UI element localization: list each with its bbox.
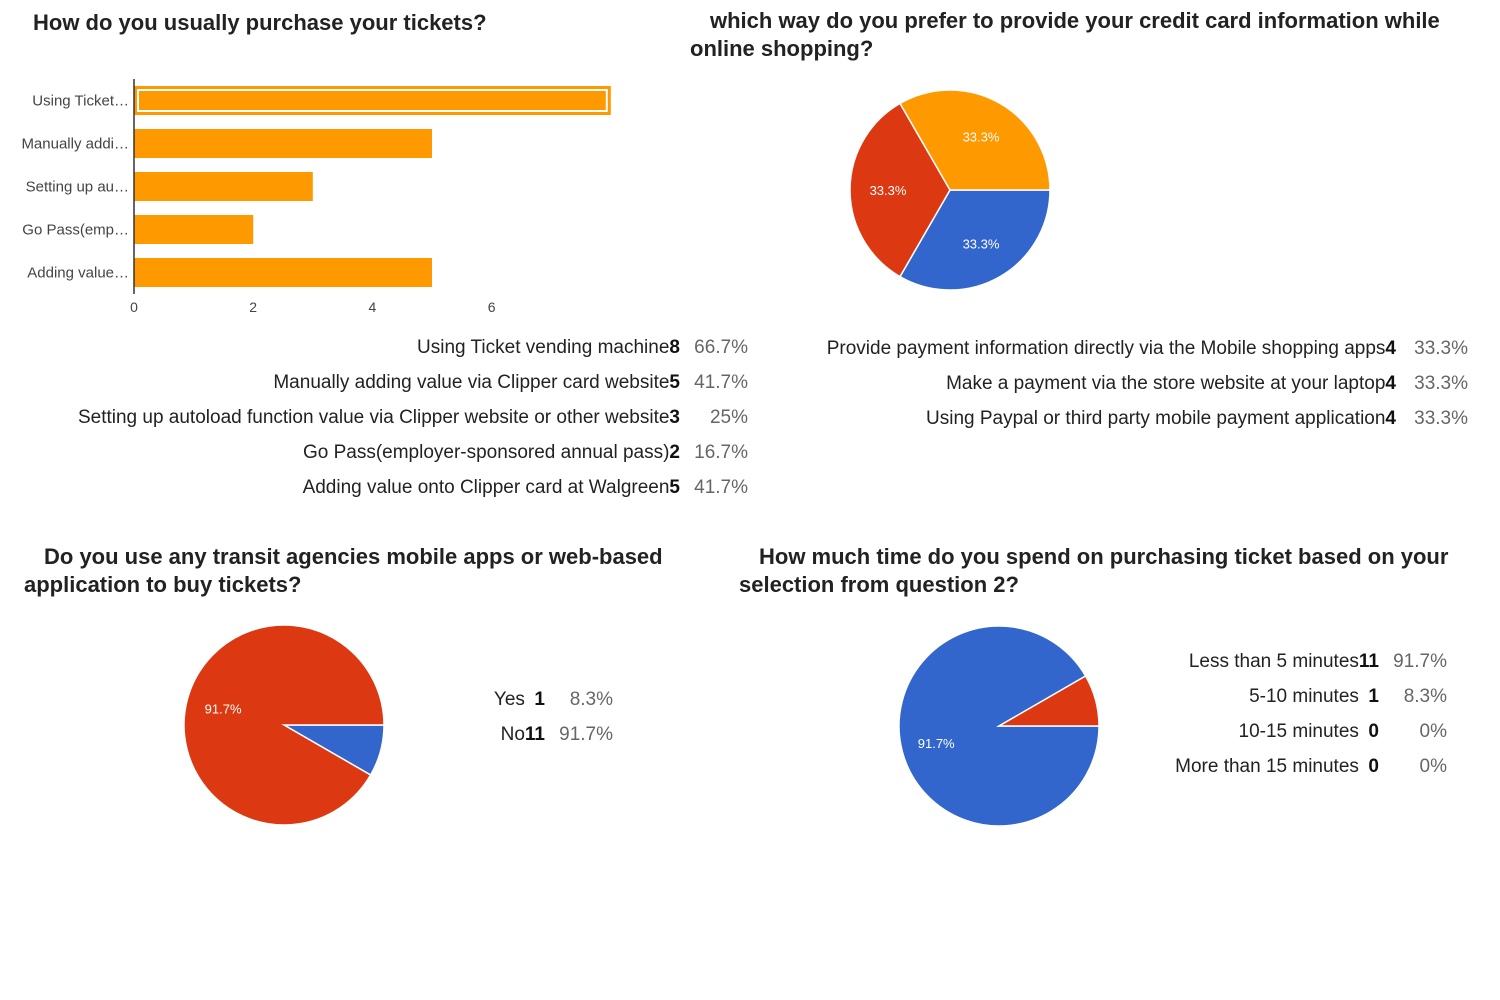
row-percent: 8.3% <box>1403 685 1447 707</box>
category-label: Using Ticket… <box>32 93 129 110</box>
row-label: Provide payment information directly via… <box>826 337 1386 359</box>
q3-title: Do you use any transit agencies mobile a… <box>24 544 663 597</box>
q1-summary-table: Using Ticket vending machine 8 66.7% Man… <box>78 330 748 505</box>
bar-highlight-outline <box>137 89 608 112</box>
row-percent: 91.7% <box>559 723 613 745</box>
table-row: Using Ticket vending machine 8 66.7% <box>78 330 748 365</box>
bar <box>134 172 313 201</box>
q2-title: which way do you prefer to provide your … <box>690 8 1440 61</box>
slice-label: 91.7% <box>918 736 955 751</box>
row-count: 0 <box>1368 755 1379 777</box>
bar <box>134 215 254 244</box>
table-row: 5-10 minutes 1 8.3% <box>1175 679 1447 714</box>
table-row: Adding value onto Clipper card at Walgre… <box>78 470 748 505</box>
pie-slice <box>183 624 385 826</box>
x-tick-label: 4 <box>369 299 377 315</box>
row-count: 8 <box>669 336 680 358</box>
table-row: Setting up autoload function value via C… <box>78 400 748 435</box>
table-row: Make a payment via the store website at … <box>827 366 1468 401</box>
q4-summary-table: Less than 5 minutes 11 91.7% 5-10 minute… <box>1175 644 1447 784</box>
slice-label: 33.3% <box>963 237 1000 252</box>
x-tick-label: 0 <box>130 299 138 315</box>
row-percent: 41.7% <box>694 476 748 498</box>
row-count: 4 <box>1385 407 1396 429</box>
row-label: Adding value onto Clipper card at Walgre… <box>302 476 670 498</box>
row-label: 5-10 minutes <box>1249 685 1359 707</box>
row-count: 0 <box>1368 720 1379 742</box>
row-label: 10-15 minutes <box>1238 720 1359 742</box>
table-row: Using Paypal or third party mobile payme… <box>827 401 1468 436</box>
row-label: Using Paypal or third party mobile payme… <box>926 407 1386 429</box>
table-row: Less than 5 minutes 11 91.7% <box>1175 644 1447 679</box>
table-row: Go Pass(employer-sponsored annual pass) … <box>78 435 748 470</box>
category-label: Manually addi… <box>21 136 129 153</box>
row-percent: 0% <box>1419 755 1447 777</box>
row-percent: 16.7% <box>694 441 748 463</box>
q1-title: How do you usually purchase your tickets… <box>33 10 487 35</box>
row-count: 3 <box>669 406 680 428</box>
row-label: Go Pass(employer-sponsored annual pass) <box>302 441 670 463</box>
category-label: Go Pass(emp… <box>22 222 129 239</box>
pie-slice <box>849 102 951 278</box>
x-tick-label: 6 <box>488 299 496 315</box>
category-label: Adding value… <box>27 265 129 282</box>
q4-title: How much time do you spend on purchasing… <box>739 544 1449 597</box>
pie-slice <box>898 189 1051 291</box>
table-row: More than 15 minutes 0 0% <box>1175 749 1447 784</box>
q3-summary-table: Yes 1 8.3% No 11 91.7% <box>494 682 613 752</box>
row-percent: 33.3% <box>1414 337 1468 359</box>
row-percent: 33.3% <box>1414 372 1468 394</box>
slice-label: 91.7% <box>205 702 242 717</box>
row-count: 2 <box>669 441 680 463</box>
row-count: 1 <box>1368 685 1379 707</box>
row-percent: 41.7% <box>694 371 748 393</box>
row-percent: 91.7% <box>1393 650 1447 672</box>
slice-label: 33.3% <box>963 129 1000 144</box>
row-label: More than 15 minutes <box>1175 755 1359 777</box>
row-count: 11 <box>524 723 545 745</box>
x-tick-label: 2 <box>249 299 257 315</box>
table-row: Manually adding value via Clipper card w… <box>78 365 748 400</box>
table-row: Yes 1 8.3% <box>494 682 613 717</box>
bar <box>134 129 432 158</box>
row-count: 4 <box>1385 337 1396 359</box>
row-label: Manually adding value via Clipper card w… <box>273 371 670 393</box>
table-row: 10-15 minutes 0 0% <box>1175 714 1448 749</box>
row-percent: 0% <box>1419 720 1447 742</box>
row-label: Yes <box>493 688 525 710</box>
row-label: Using Ticket vending machine <box>417 336 670 358</box>
slice-label: 33.3% <box>870 183 907 198</box>
row-label: Setting up autoload function value via C… <box>77 406 670 428</box>
row-count: 5 <box>669 476 680 498</box>
table-row: No 11 91.7% <box>494 717 613 752</box>
q2-summary-table: Provide payment information directly via… <box>827 331 1468 436</box>
row-label: No <box>500 723 525 745</box>
row-count: 4 <box>1385 372 1396 394</box>
pie-slice <box>898 89 1051 191</box>
row-label: Make a payment via the store website at … <box>946 372 1386 394</box>
row-percent: 8.3% <box>569 688 613 710</box>
table-row: Provide payment information directly via… <box>827 331 1468 366</box>
row-label: Less than 5 minutes <box>1188 650 1359 672</box>
row-percent: 25% <box>709 406 748 428</box>
row-percent: 33.3% <box>1414 407 1468 429</box>
bar <box>134 258 432 287</box>
row-count: 5 <box>669 371 680 393</box>
pie-slice <box>996 674 1100 727</box>
row-count: 11 <box>1358 650 1379 672</box>
category-label: Setting up au… <box>26 179 129 196</box>
row-percent: 66.7% <box>694 336 748 358</box>
row-count: 1 <box>534 688 545 710</box>
